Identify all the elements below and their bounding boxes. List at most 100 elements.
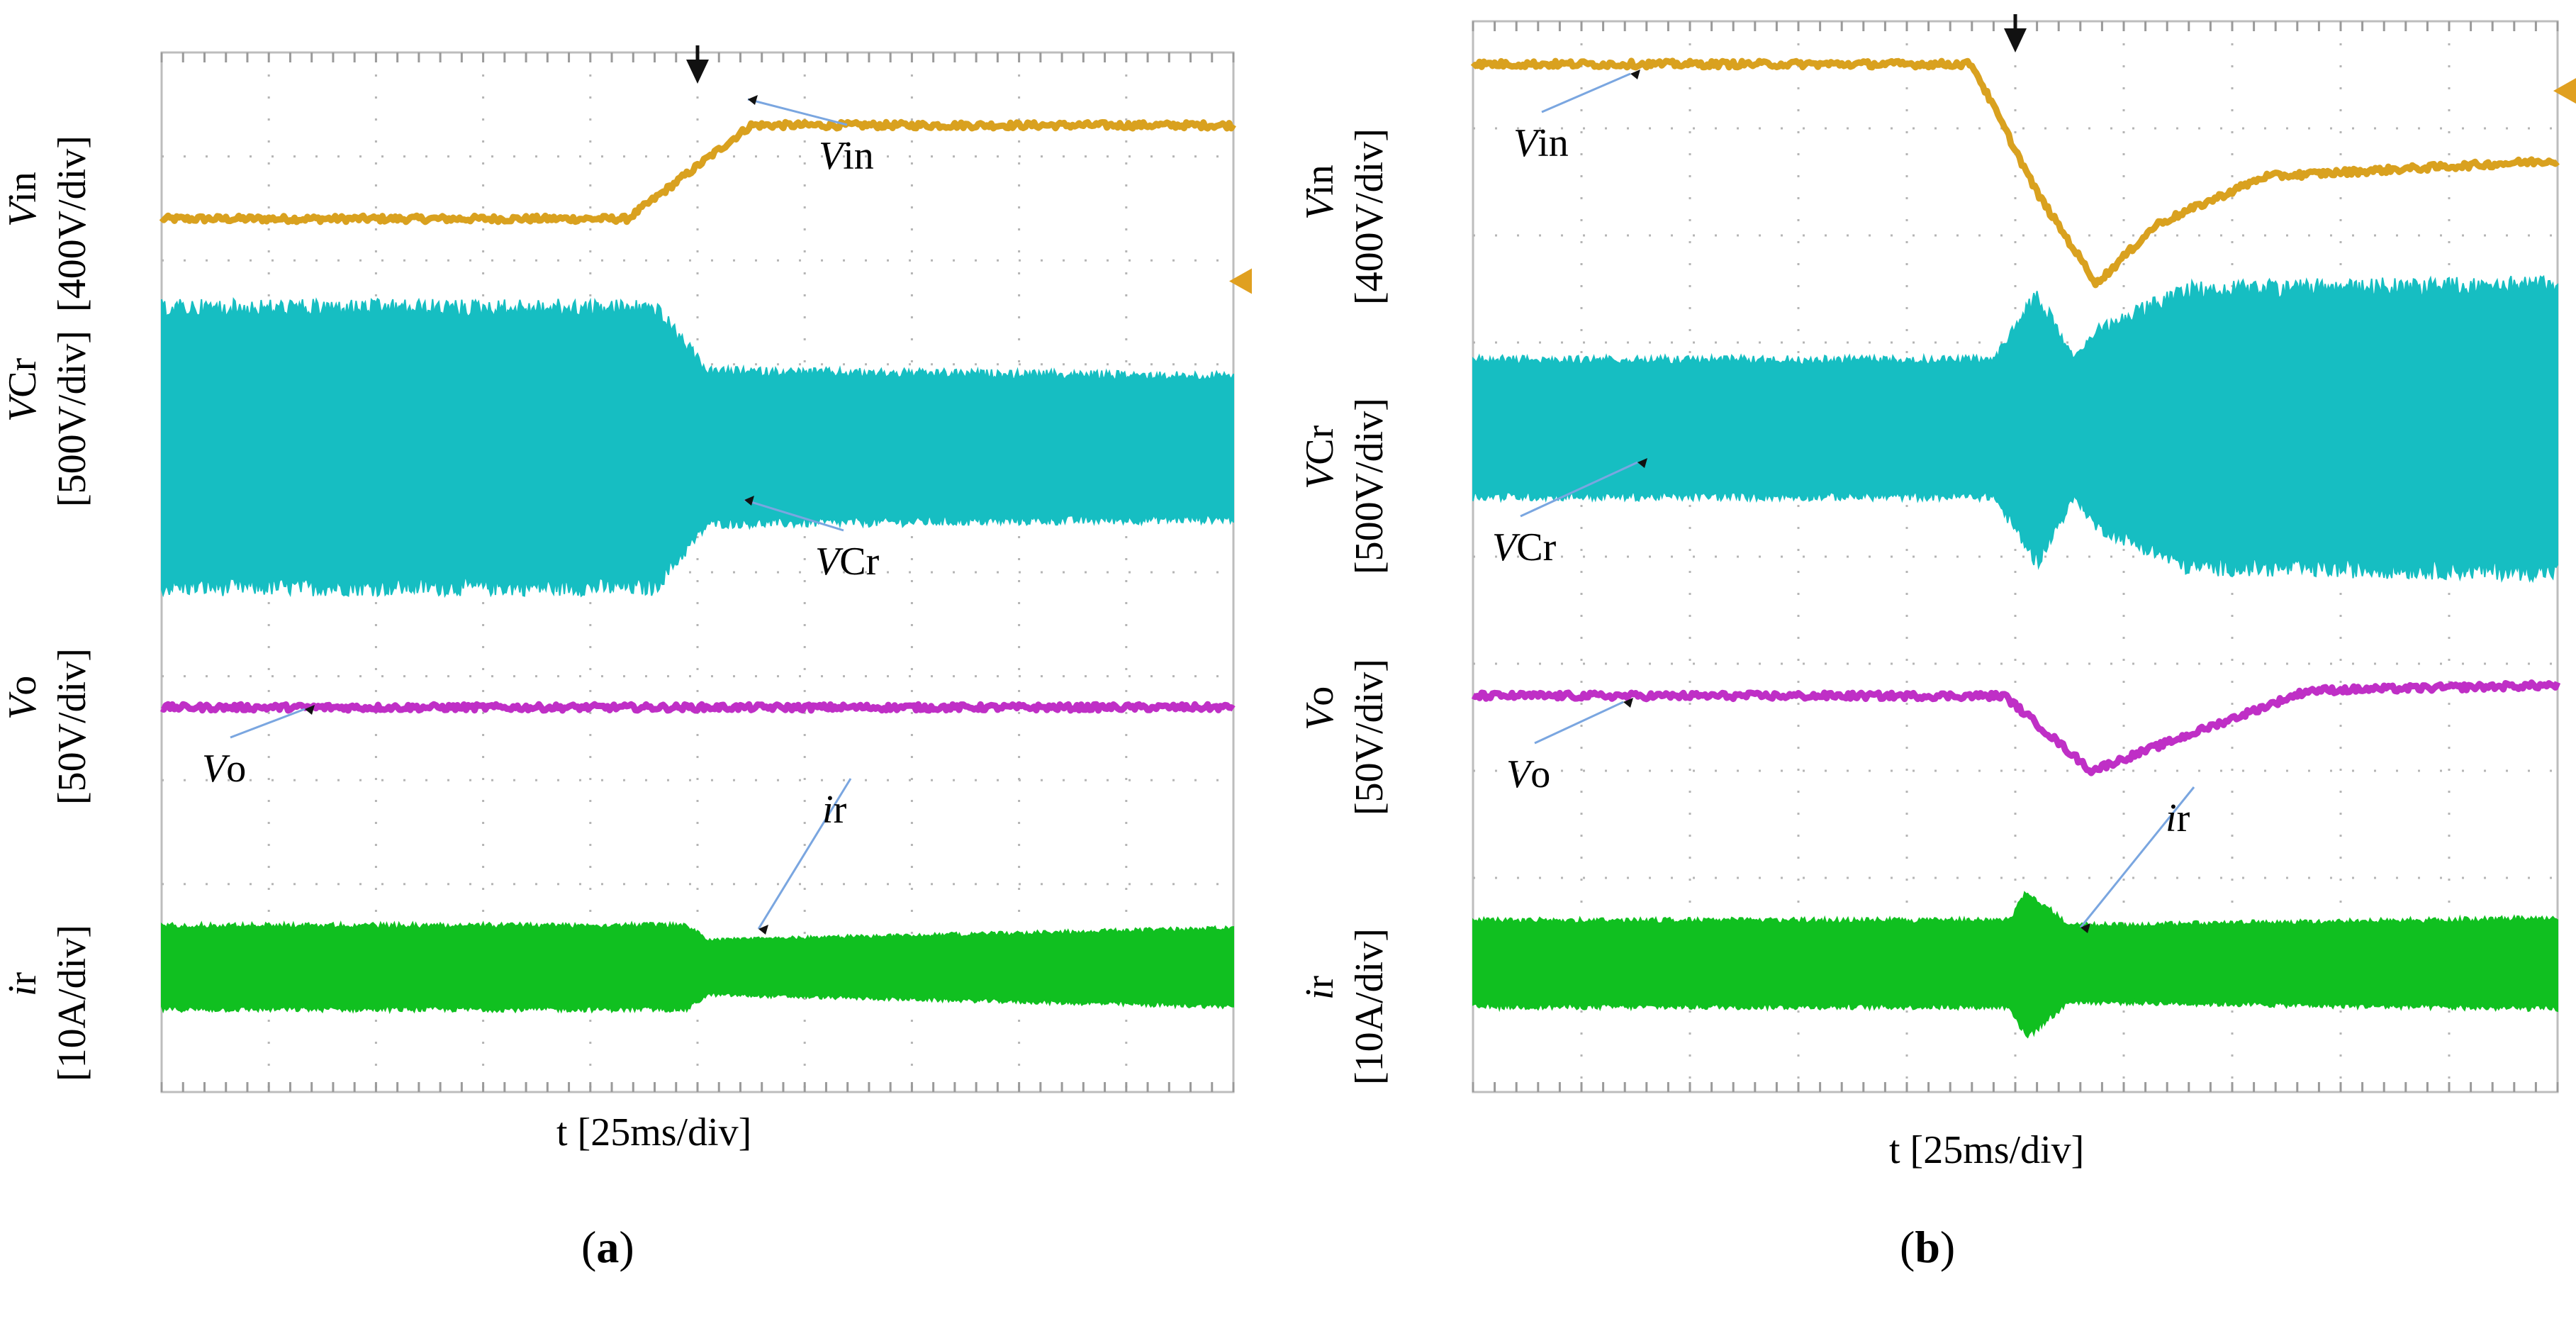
- panel-letter: a: [596, 1222, 620, 1272]
- y-label-subscript: Cr: [1298, 425, 1342, 465]
- x-axis-label: t [25ms/div]: [556, 1110, 752, 1154]
- trace-line-Vin: [1470, 57, 2560, 289]
- annotation-subscript: o: [1530, 752, 1551, 796]
- annotation-symbol: V: [815, 540, 840, 584]
- panel-letter: b: [1915, 1222, 1940, 1272]
- trace-VCr: [161, 297, 1234, 598]
- trace-line-Vin: [159, 118, 1236, 225]
- annotation-arrowhead-icon: [758, 925, 768, 935]
- y-label-subscript: o: [1298, 686, 1342, 706]
- panel-label: (a): [581, 1222, 634, 1272]
- trace-line-Vo: [1471, 679, 2561, 776]
- y-label-symbol: V: [1298, 195, 1342, 220]
- trace-band-VCr: [1472, 274, 2558, 584]
- annotation-subscript: r: [2176, 796, 2190, 840]
- y-label-ir: ir: [1297, 976, 1343, 1000]
- y-label-Vin: Vin: [0, 172, 45, 227]
- annotation-symbol: V: [1492, 525, 1517, 569]
- trace-band-ir: [1472, 891, 2558, 1039]
- annotation-leader-Vo: [1534, 701, 1624, 745]
- trigger-marker-icon: [2004, 28, 2027, 52]
- annotation-leader-Vo: [230, 708, 306, 739]
- annotation-symbol: V: [819, 134, 844, 178]
- annotation-arrowhead-icon: [2081, 923, 2090, 933]
- y-label-symbol: V: [1, 695, 45, 720]
- trace-Vo: [1471, 679, 2561, 776]
- trace-band-ir: [161, 920, 1234, 1015]
- panel-label: (b): [1900, 1222, 1956, 1272]
- annotation-subscript: r: [833, 788, 847, 832]
- trace-ir: [1472, 891, 2558, 1039]
- edge-ticks: [1472, 21, 2559, 1092]
- trace-annotation-Vin: Vin: [1513, 121, 1569, 166]
- annotation-subscript: in: [843, 134, 874, 178]
- annotation-subscript: Cr: [839, 540, 880, 584]
- annotation-leader-Vin: [1541, 72, 1631, 113]
- y-label-VCr: VCr: [0, 358, 45, 422]
- annotation-symbol: i: [822, 788, 834, 832]
- annotation-leader-ir: [2079, 786, 2195, 928]
- annotation-leader-VCr: [744, 499, 844, 532]
- trace-annotation-Vo: Vo: [1506, 752, 1550, 797]
- annotation-arrowhead-icon: [1630, 69, 1640, 79]
- annotation-arrowhead-icon: [744, 496, 754, 506]
- y-label-symbol: i: [1, 985, 45, 996]
- y-label-Vo: Vo: [1297, 686, 1343, 730]
- y-label-subscript: in: [1298, 165, 1342, 196]
- y-label-Vin: Vin: [1297, 165, 1343, 220]
- x-axis-label: t [25ms/div]: [1889, 1128, 2085, 1172]
- y-label-symbol: V: [1, 397, 45, 422]
- annotation-symbol: i: [2166, 796, 2177, 840]
- annotation-arrowhead-icon: [748, 95, 758, 105]
- panel-b: [1470, 14, 2576, 1093]
- y-label-Vo: Vo: [0, 676, 45, 720]
- annotation-subscript: Cr: [1516, 525, 1557, 569]
- trace-band-VCr: [161, 297, 1234, 598]
- y-label-symbol: V: [1, 202, 45, 227]
- channel-offset-marker-icon: [2553, 78, 2576, 104]
- y-label-symbol: V: [1298, 706, 1342, 730]
- trace-annotation-Vo: Vo: [202, 746, 246, 791]
- y-scale-Vo: [50V/div]: [1348, 659, 1391, 815]
- trace-annotation-Vin: Vin: [819, 133, 874, 179]
- trace-line-Vo: [159, 701, 1236, 714]
- annotation-arrowhead-icon: [1623, 698, 1633, 708]
- trigger-marker-icon: [686, 60, 709, 84]
- y-scale-Vin: [400V/div]: [1348, 128, 1391, 305]
- y-label-symbol: i: [1298, 988, 1342, 1000]
- y-scale-VCr: [500V/div]: [1348, 398, 1391, 574]
- y-label-symbol: V: [1298, 464, 1342, 489]
- y-scale-Vo: [50V/div]: [50, 648, 94, 805]
- annotation-symbol: V: [1513, 121, 1538, 165]
- y-scale-ir: [10A/div]: [1348, 928, 1391, 1085]
- y-label-VCr: VCr: [1297, 425, 1343, 489]
- annotation-symbol: V: [202, 747, 227, 791]
- trace-Vin: [159, 118, 1236, 225]
- trace-annotation-ir: ir: [2166, 796, 2190, 841]
- y-label-subscript: r: [1, 971, 45, 986]
- y-label-subscript: in: [1, 172, 45, 203]
- y-scale-ir: [10A/div]: [50, 925, 94, 1081]
- trace-annotation-ir: ir: [822, 787, 846, 832]
- trace-annotation-VCr: VCr: [815, 539, 879, 584]
- annotation-symbol: V: [1506, 752, 1531, 796]
- y-label-ir: ir: [0, 972, 45, 996]
- trace-annotation-VCr: VCr: [1492, 525, 1556, 570]
- y-label-subscript: r: [1298, 975, 1342, 989]
- trace-VCr: [1472, 274, 2558, 584]
- trace-Vo: [159, 701, 1236, 714]
- annotation-leader-ir: [757, 778, 852, 930]
- y-label-subscript: Cr: [1, 357, 45, 398]
- annotation-arrowhead-icon: [1637, 458, 1647, 468]
- channel-offset-marker-icon: [1229, 268, 1252, 294]
- annotation-arrowhead-icon: [305, 705, 315, 715]
- trace-Vin: [1470, 57, 2560, 289]
- annotation-subscript: o: [226, 747, 247, 791]
- y-label-subscript: o: [1, 675, 45, 696]
- y-scale-Vin: [400V/div]: [50, 135, 94, 312]
- y-scale-VCr: [500V/div]: [50, 330, 94, 507]
- panel-a: [159, 45, 1252, 1093]
- annotation-subscript: in: [1538, 121, 1569, 165]
- annotation-leader-Vin: [747, 98, 848, 126]
